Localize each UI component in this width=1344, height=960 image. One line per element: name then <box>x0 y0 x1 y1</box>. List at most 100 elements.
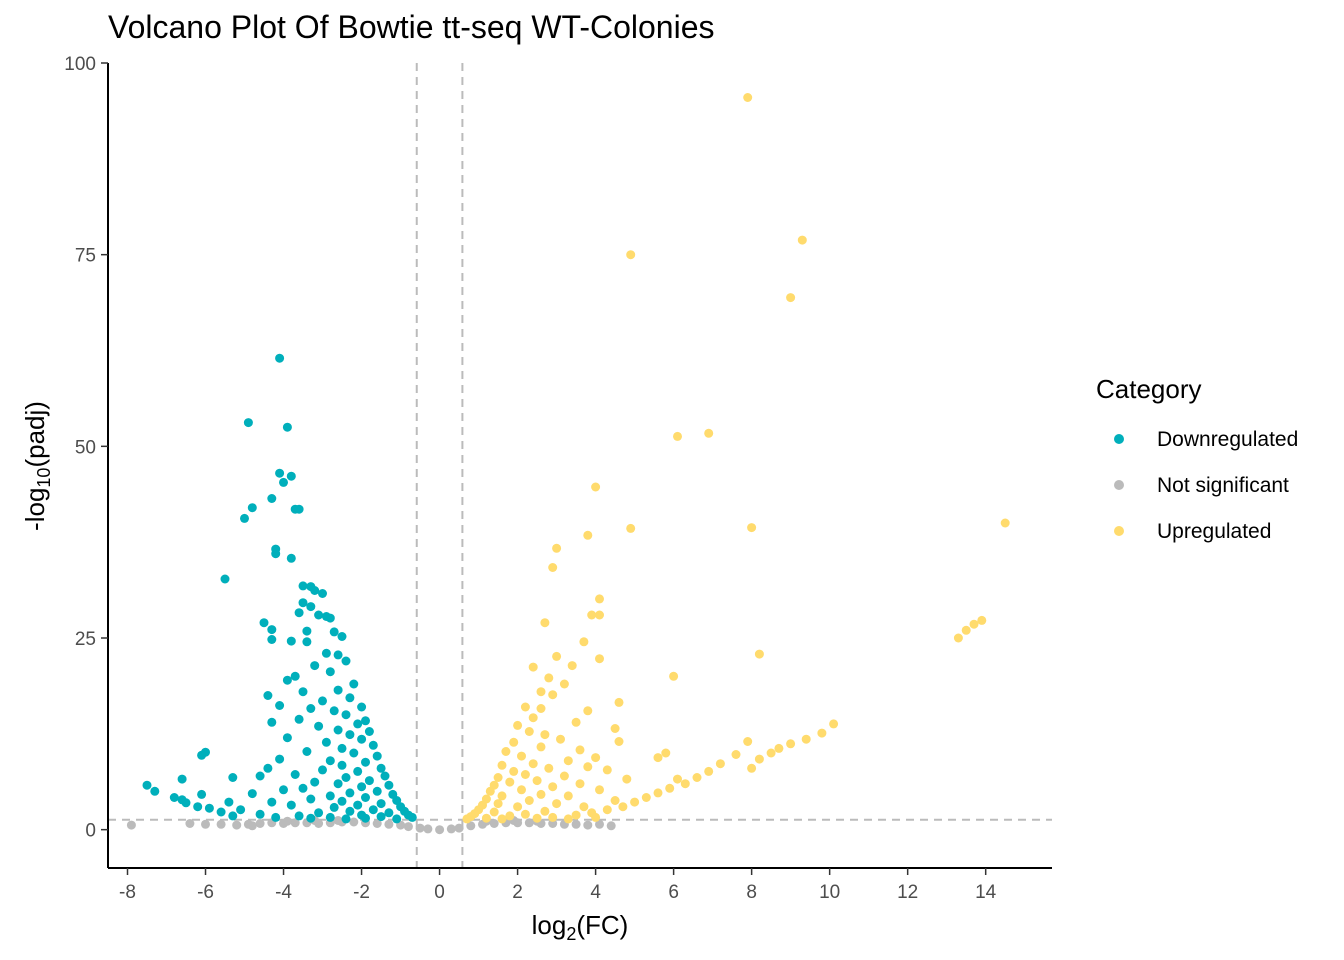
data-point <box>797 235 807 245</box>
series-upregulated <box>462 93 1010 824</box>
data-point <box>961 625 971 635</box>
data-point <box>357 782 367 792</box>
data-point <box>532 813 542 823</box>
data-point <box>255 771 265 781</box>
data-point <box>532 776 542 786</box>
data-point <box>181 798 191 808</box>
legend-label: Downregulated <box>1157 428 1298 451</box>
data-point <box>548 563 558 572</box>
data-point <box>595 610 604 620</box>
data-point <box>626 250 636 260</box>
x-tick-label: 0 <box>434 882 445 903</box>
legend-title: Category <box>1096 374 1202 404</box>
data-point <box>563 791 573 801</box>
data-point <box>747 523 757 533</box>
data-point <box>536 789 546 799</box>
data-point <box>665 783 675 793</box>
data-point <box>294 504 304 514</box>
data-point <box>680 779 690 789</box>
data-point <box>329 627 339 637</box>
data-point <box>349 817 359 827</box>
data-point <box>669 671 679 681</box>
data-point <box>673 431 682 441</box>
data-point <box>302 626 312 636</box>
data-point <box>333 779 343 789</box>
data-point <box>279 477 288 487</box>
x-tick-label: 10 <box>819 882 840 903</box>
data-point <box>692 773 702 782</box>
data-point <box>345 693 355 703</box>
data-point <box>298 581 308 591</box>
y-tick-label: 75 <box>75 246 96 267</box>
data-point <box>575 779 585 789</box>
data-point <box>571 717 581 727</box>
data-point <box>197 789 207 799</box>
data-point <box>497 814 507 824</box>
data-point <box>953 633 963 643</box>
series-not-significant <box>126 816 616 835</box>
data-point <box>177 774 187 784</box>
data-point <box>286 471 296 481</box>
data-point <box>349 679 359 689</box>
data-point <box>333 816 343 825</box>
data-point <box>485 786 495 796</box>
data-point <box>267 494 277 503</box>
x-tick-label: 12 <box>897 882 918 903</box>
data-point <box>446 824 456 834</box>
data-point <box>462 814 472 824</box>
data-point <box>583 820 593 830</box>
data-point <box>193 802 203 812</box>
data-point <box>505 811 515 821</box>
data-point <box>337 743 347 753</box>
data-point <box>361 757 370 767</box>
x-axis-title: log2(FC) <box>532 910 629 944</box>
data-point <box>548 690 558 700</box>
data-point <box>817 728 827 738</box>
data-point <box>267 625 277 635</box>
data-point <box>583 762 593 772</box>
data-point <box>786 739 796 749</box>
data-point <box>653 788 663 798</box>
data-point <box>544 763 554 773</box>
legend-label: Upregulated <box>1157 520 1271 543</box>
data-point <box>310 661 320 671</box>
data-point <box>329 706 339 716</box>
data-point <box>559 679 569 689</box>
data-point <box>497 760 507 770</box>
data-point <box>376 799 386 809</box>
data-point <box>243 418 253 428</box>
data-point <box>536 687 546 697</box>
data-point <box>517 785 526 795</box>
data-point <box>544 673 554 683</box>
data-point <box>548 812 558 822</box>
data-point <box>337 760 347 770</box>
data-point <box>392 814 402 824</box>
data-point <box>403 822 413 832</box>
data-point <box>630 797 640 807</box>
data-point <box>540 618 550 628</box>
data-point <box>314 808 324 818</box>
data-point <box>228 811 238 821</box>
data-point <box>318 589 327 598</box>
data-point <box>591 753 601 763</box>
data-point <box>372 751 382 761</box>
data-point <box>583 706 593 716</box>
data-point <box>353 719 363 729</box>
data-point <box>501 747 511 756</box>
data-point <box>337 796 347 806</box>
data-point <box>743 93 753 102</box>
data-point <box>302 637 312 647</box>
data-point <box>497 791 507 801</box>
data-point <box>368 805 378 815</box>
data-point <box>493 773 503 782</box>
data-point <box>240 513 249 523</box>
data-point <box>372 819 382 828</box>
reference-lines <box>108 63 1052 868</box>
data-point <box>337 632 347 641</box>
data-point <box>314 721 324 731</box>
data-point <box>286 636 296 646</box>
data-point <box>641 793 651 802</box>
data-point <box>364 776 374 786</box>
data-point <box>575 745 585 755</box>
y-axis-title-subscript: 10 <box>34 468 54 488</box>
